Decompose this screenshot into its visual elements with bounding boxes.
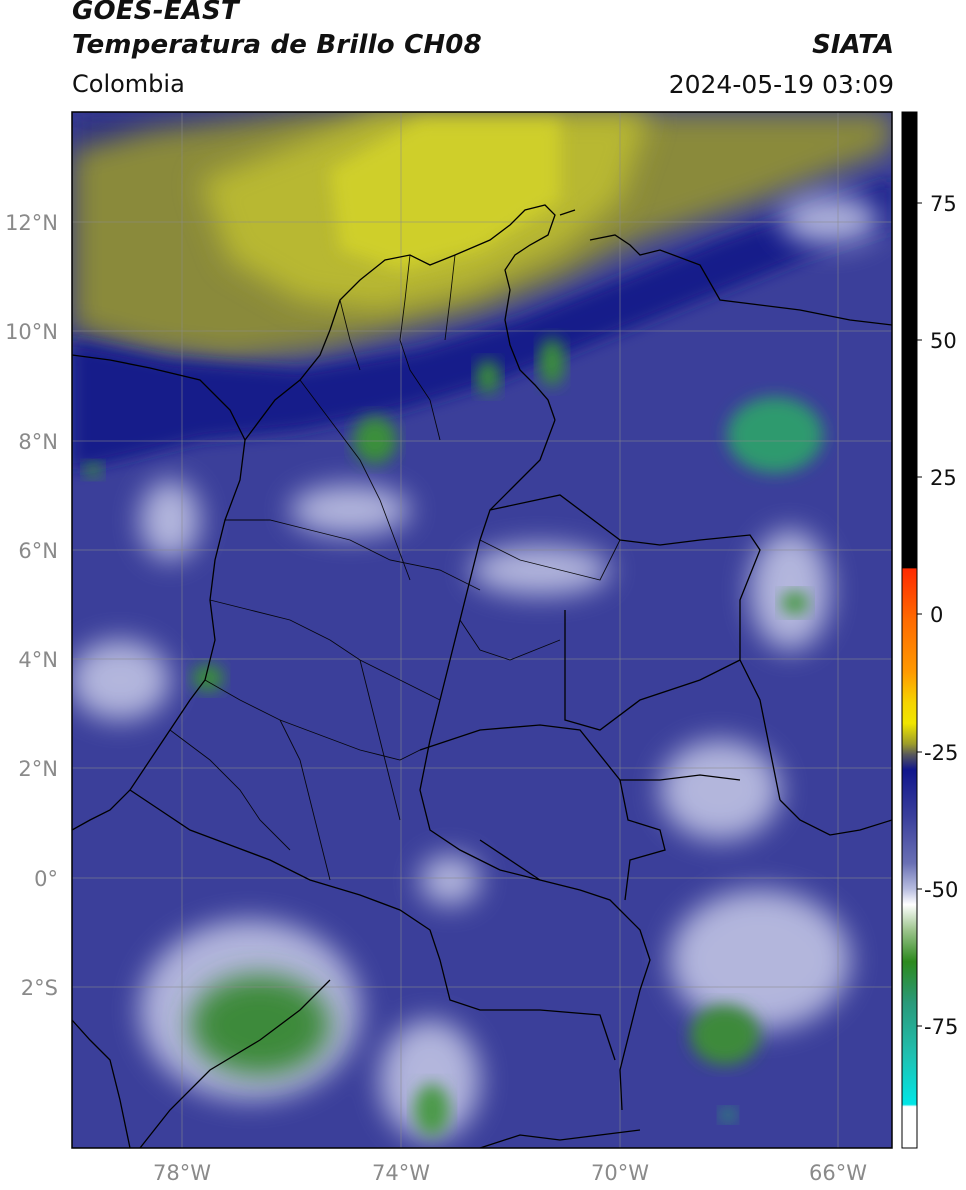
longitude-labels: 78°W 74°W 70°W 66°W <box>153 1161 867 1185</box>
latitude-labels: 12°N 10°N 8°N 6°N 4°N 2°N 0° 2°S <box>5 211 58 1000</box>
department-boundaries <box>169 254 621 881</box>
lon-label-74w: 74°W <box>372 1161 430 1185</box>
colorbar-label-75: 75 <box>930 192 957 216</box>
graticule <box>72 112 892 1148</box>
map-frame <box>71 111 893 1149</box>
timestamp-label: 2024-05-19 03:09 <box>668 70 894 99</box>
colorbar-label-25: 25 <box>930 466 957 490</box>
lat-label-10n: 10°N <box>5 320 58 344</box>
colorbar-label-neg75: -75 <box>924 1015 958 1039</box>
colorbar-ticks <box>917 202 922 1027</box>
region-label: Colombia <box>72 70 185 98</box>
colorbar-label-neg50: -50 <box>924 878 958 902</box>
lon-label-78w: 78°W <box>153 1161 211 1185</box>
brand-label: SIATA <box>812 30 894 60</box>
lat-label-2s: 2°S <box>21 976 58 1000</box>
lat-label-2n: 2°N <box>18 757 58 781</box>
product-title: Temperatura de Brillo CH08 <box>72 30 482 60</box>
colorbar-label-50: 50 <box>930 329 957 353</box>
lon-label-66w: 66°W <box>809 1161 867 1185</box>
lat-label-0: 0° <box>34 867 58 891</box>
convective-cores <box>84 338 823 1136</box>
lon-label-70w: 70°W <box>591 1161 649 1185</box>
colorbar-label-0: 0 <box>930 603 943 627</box>
lat-label-6n: 6°N <box>18 539 58 563</box>
colorbar-gradient <box>901 111 918 1149</box>
colorbar: 75 50 25 0 -25 -50 -75 <box>901 111 958 1149</box>
colorbar-label-neg25: -25 <box>924 741 958 765</box>
lat-label-8n: 8°N <box>18 430 58 454</box>
brightness-temperature-imagery <box>72 112 892 1148</box>
satellite-title: GOES-EAST <box>72 0 239 26</box>
lat-label-12n: 12°N <box>5 211 58 235</box>
lat-label-4n: 4°N <box>18 648 58 672</box>
